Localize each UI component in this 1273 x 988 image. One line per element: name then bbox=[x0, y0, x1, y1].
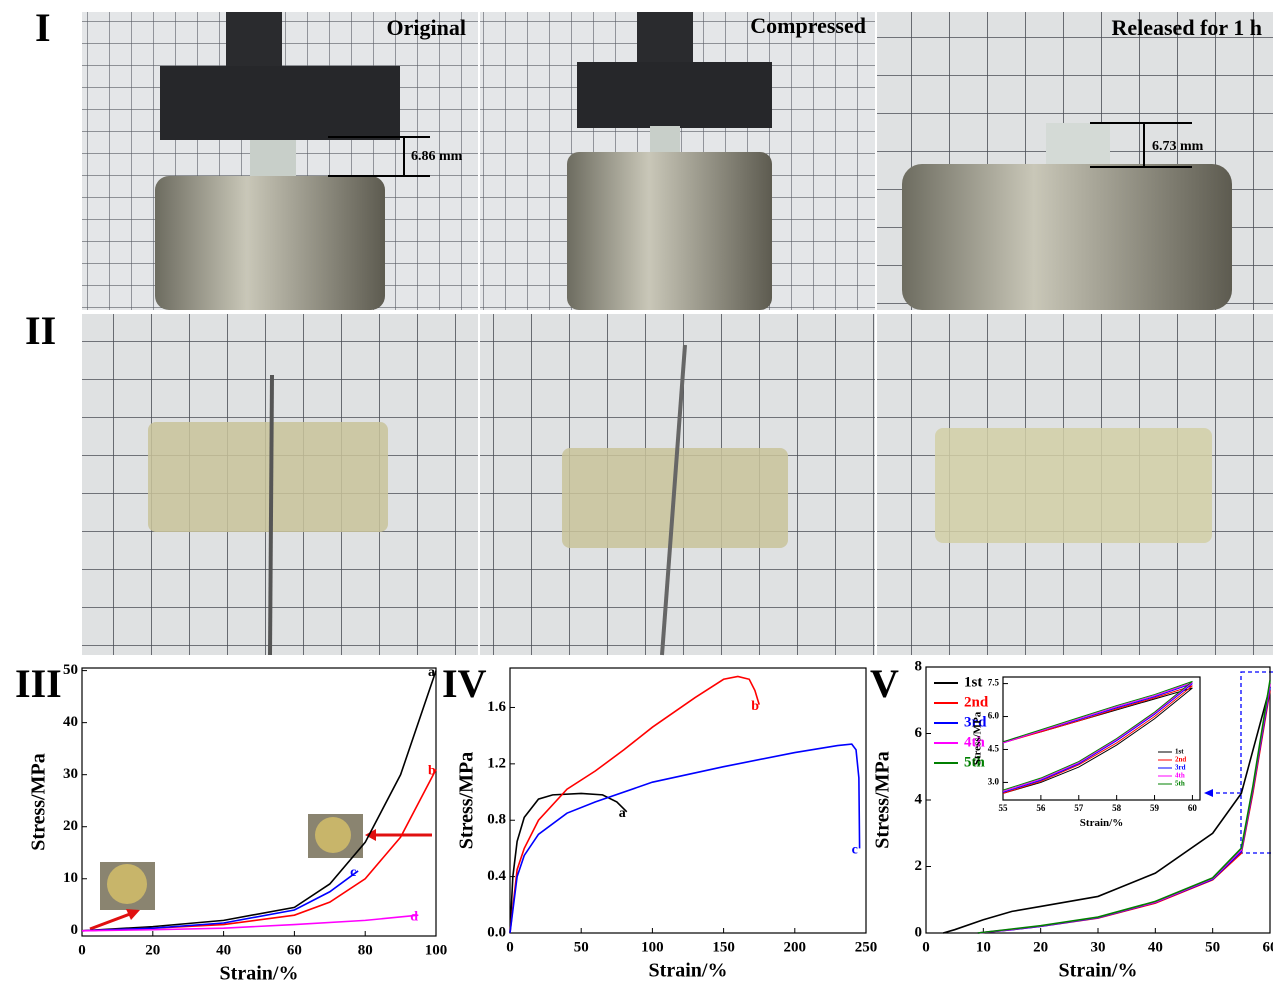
inset-photo bbox=[315, 817, 351, 853]
y-tick-label: 50 bbox=[63, 662, 78, 678]
panel-label: I bbox=[35, 5, 51, 50]
x-tick-label: 250 bbox=[855, 939, 878, 955]
y-tick-label: 30 bbox=[63, 766, 78, 782]
figure: Original Compressed Released for 1 h 6.8… bbox=[0, 0, 1273, 988]
y-tick-label: 0 bbox=[71, 922, 79, 938]
plunger bbox=[226, 12, 282, 72]
x-tick-label: 57 bbox=[1074, 803, 1084, 813]
y-tick-label: 0.0 bbox=[487, 924, 506, 940]
legend-label: 5th bbox=[1175, 780, 1185, 788]
x-tick-label: 100 bbox=[641, 939, 664, 955]
y-tick-label: 7.5 bbox=[988, 678, 1000, 688]
curve-label: b bbox=[751, 699, 759, 714]
x-axis-label: Strain/% bbox=[1059, 960, 1138, 982]
base bbox=[155, 176, 385, 310]
x-tick-label: 58 bbox=[1112, 803, 1122, 813]
y-tick-label: 8 bbox=[915, 658, 923, 674]
x-tick-label: 100 bbox=[425, 942, 448, 958]
y-tick-label: 1.6 bbox=[487, 699, 506, 715]
x-axis-label: Strain/% bbox=[220, 963, 299, 985]
y-tick-label: 0.8 bbox=[487, 812, 506, 828]
panel-label: III bbox=[15, 661, 62, 706]
panel-label: V bbox=[870, 661, 899, 706]
curve-label: c bbox=[852, 843, 858, 858]
curve-label: a bbox=[428, 665, 435, 680]
photo-caption: Original bbox=[387, 15, 466, 40]
photo-row-2 bbox=[82, 314, 1273, 655]
x-axis-label: Strain/% bbox=[649, 960, 728, 982]
x-tick-label: 60 bbox=[1188, 803, 1198, 813]
y-tick-label: 6.0 bbox=[988, 711, 1000, 721]
y-tick-label: 0 bbox=[915, 924, 923, 940]
y-axis-label: Stress/MPa bbox=[872, 751, 894, 848]
x-tick-label: 59 bbox=[1150, 803, 1160, 813]
x-axis-label: Strain/% bbox=[1080, 817, 1123, 829]
x-tick-label: 40 bbox=[1148, 939, 1163, 955]
x-tick-label: 150 bbox=[712, 939, 735, 955]
panel-label: II bbox=[25, 308, 56, 353]
x-tick-label: 50 bbox=[574, 939, 589, 955]
measure-label: 6.86 mm bbox=[411, 149, 463, 164]
arrow bbox=[90, 914, 130, 929]
legend-label: 3rd bbox=[1175, 764, 1186, 772]
x-tick-label: 55 bbox=[999, 803, 1009, 813]
x-tick-label: 10 bbox=[976, 939, 991, 955]
y-tick-label: 20 bbox=[63, 818, 78, 834]
x-tick-label: 20 bbox=[1033, 939, 1048, 955]
x-tick-label: 0 bbox=[78, 942, 86, 958]
curve-label: b bbox=[428, 764, 436, 779]
page: Original Compressed Released for 1 h 6.8… bbox=[0, 0, 1273, 988]
y-axis-label: Stress/MPa bbox=[456, 752, 478, 849]
data-line bbox=[510, 676, 759, 933]
x-tick-label: 60 bbox=[1263, 939, 1273, 955]
legend-label: 2nd bbox=[1175, 756, 1186, 764]
y-tick-label: 4.5 bbox=[988, 744, 1000, 754]
y-tick-label: 2 bbox=[915, 858, 923, 874]
y-tick-label: 0.4 bbox=[487, 868, 506, 884]
sample bbox=[250, 140, 296, 178]
x-tick-label: 30 bbox=[1091, 939, 1106, 955]
legend-label: 1st bbox=[1175, 748, 1184, 756]
y-tick-label: 10 bbox=[63, 870, 78, 886]
curve-label: c bbox=[350, 865, 356, 880]
x-tick-label: 0 bbox=[922, 939, 930, 955]
data-line bbox=[510, 744, 860, 933]
legend-label: 4th bbox=[1175, 772, 1185, 780]
data-line bbox=[510, 793, 627, 933]
curve-label: a bbox=[619, 806, 626, 821]
x-tick-label: 40 bbox=[216, 942, 231, 958]
x-tick-label: 50 bbox=[1205, 939, 1220, 955]
legend-label: 2nd bbox=[964, 694, 989, 710]
curve-label: d bbox=[410, 909, 418, 924]
plot-frame bbox=[510, 668, 866, 933]
y-tick-label: 40 bbox=[63, 714, 78, 730]
x-tick-label: 56 bbox=[1036, 803, 1046, 813]
x-tick-label: 60 bbox=[287, 942, 302, 958]
y-axis-label: Stress/MPa bbox=[971, 711, 983, 765]
measure-label: 6.73 mm bbox=[1152, 139, 1204, 154]
photo-caption: Compressed bbox=[750, 13, 866, 38]
x-tick-label: 20 bbox=[145, 942, 160, 958]
y-axis-label: Stress/MPa bbox=[28, 753, 50, 850]
legend-label: 1st bbox=[964, 674, 982, 690]
y-tick-label: 6 bbox=[915, 725, 923, 741]
panel-label: IV bbox=[442, 661, 487, 706]
photo-row-1: Original Compressed Released for 1 h 6.8… bbox=[82, 12, 1273, 310]
x-tick-label: 80 bbox=[358, 942, 373, 958]
plunger-head bbox=[160, 66, 400, 140]
photo-caption: Released for 1 h bbox=[1111, 15, 1262, 40]
x-tick-label: 0 bbox=[506, 939, 514, 955]
arrow bbox=[1204, 789, 1213, 797]
y-tick-label: 4 bbox=[915, 791, 923, 807]
y-tick-label: 1.2 bbox=[487, 755, 506, 771]
y-tick-label: 3.0 bbox=[988, 776, 1000, 786]
x-tick-label: 200 bbox=[784, 939, 807, 955]
inset-photo bbox=[107, 864, 147, 904]
